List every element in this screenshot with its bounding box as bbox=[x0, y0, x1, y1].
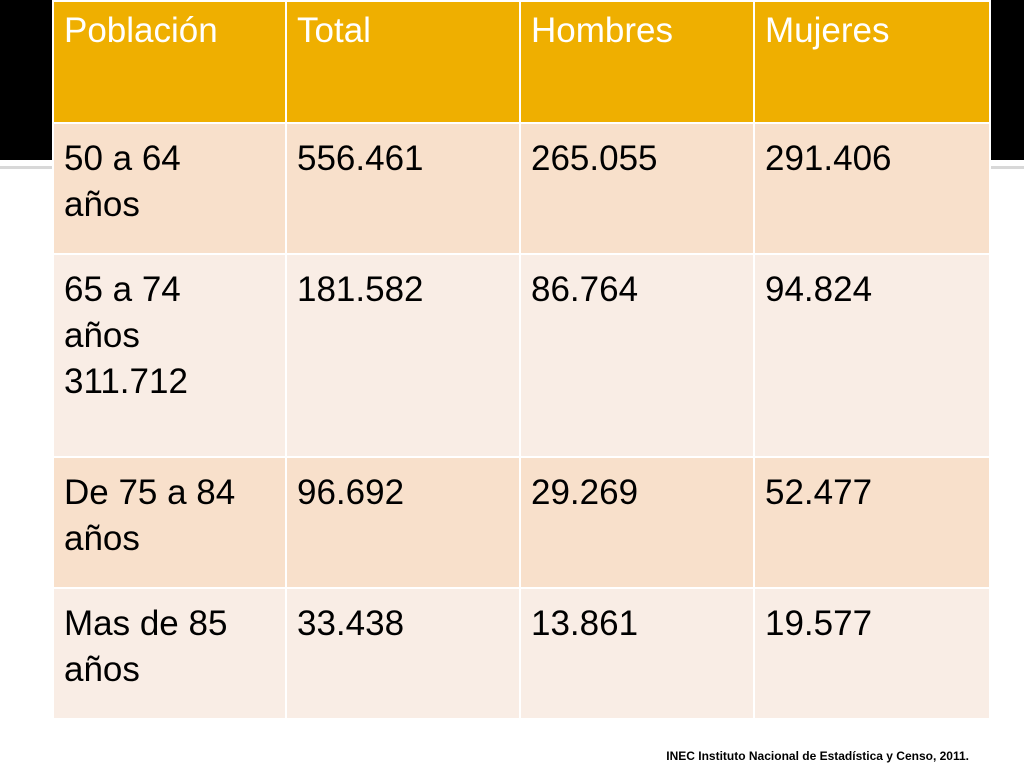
population-table-container: Población Total Hombres Mujeres 50 a 64 … bbox=[52, 0, 991, 720]
row-label-cell: 65 a 74 años 311.712 bbox=[52, 252, 287, 459]
header-poblacion: Población bbox=[52, 0, 287, 124]
header-mujeres: Mujeres bbox=[753, 0, 991, 124]
hombres-cell: 265.055 bbox=[519, 122, 755, 255]
total-cell: 556.461 bbox=[285, 122, 521, 255]
total-cell: 96.692 bbox=[285, 456, 521, 590]
population-table: Población Total Hombres Mujeres 50 a 64 … bbox=[52, 0, 991, 720]
header-total: Total bbox=[285, 0, 521, 124]
row-label-line: años bbox=[64, 315, 140, 355]
hombres-cell: 29.269 bbox=[519, 456, 755, 590]
row-label-line: 311.712 bbox=[64, 361, 188, 401]
mujeres-cell: 52.477 bbox=[753, 456, 991, 590]
row-label-cell: De 75 a 84 años bbox=[52, 456, 287, 590]
source-citation: INEC Instituto Nacional de Estadística y… bbox=[666, 749, 969, 763]
hombres-cell: 13.861 bbox=[519, 587, 755, 720]
row-label-line: años bbox=[64, 185, 140, 224]
mujeres-cell: 291.406 bbox=[753, 122, 991, 255]
header-hombres: Hombres bbox=[519, 0, 755, 124]
row-label-line: 65 a 74 bbox=[64, 269, 181, 309]
total-cell: 33.438 bbox=[285, 587, 521, 720]
row-label-line: Mas de 85 bbox=[64, 604, 228, 644]
mujeres-cell: 19.577 bbox=[753, 587, 991, 720]
total-cell: 181.582 bbox=[285, 252, 521, 459]
mujeres-cell: 94.824 bbox=[753, 252, 991, 459]
hombres-cell: 86.764 bbox=[519, 252, 755, 459]
table-row: 65 a 74 años 311.712 181.582 86.764 94.8… bbox=[52, 252, 991, 459]
row-label-line: años bbox=[64, 519, 140, 559]
row-label-cell: 50 a 64 años bbox=[52, 122, 287, 255]
table-header-row: Población Total Hombres Mujeres bbox=[52, 0, 991, 124]
table-row: 50 a 64 años 556.461 265.055 291.406 bbox=[52, 122, 991, 255]
row-label-line: 50 a 64 bbox=[64, 139, 181, 178]
row-label-cell: Mas de 85 años bbox=[52, 587, 287, 720]
table-row: Mas de 85 años 33.438 13.861 19.577 bbox=[52, 587, 991, 720]
row-label-line: años bbox=[64, 650, 140, 690]
table-row: De 75 a 84 años 96.692 29.269 52.477 bbox=[52, 456, 991, 590]
row-label-line: De 75 a 84 bbox=[64, 473, 236, 513]
